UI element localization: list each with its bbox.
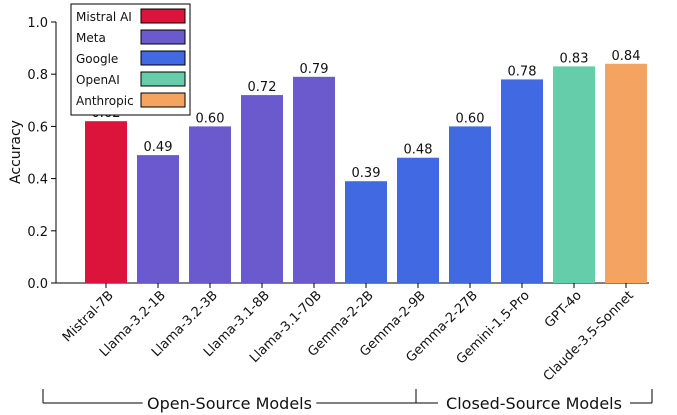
bar-value-label: 0.79 [300,62,329,77]
bar-value-label: 0.72 [248,80,277,95]
legend-label: OpenAI [76,73,120,87]
legend-label: Google [76,52,118,66]
bar-value-label: 0.48 [404,143,433,158]
legend-swatch [140,8,186,24]
group-label: Open-Source Models [147,394,312,413]
legend-label: Anthropic [76,94,134,108]
bar-claude-3-5-sonnet [605,63,647,284]
bar-mistral-7b [85,121,127,284]
legend-label: Mistral AI [76,10,132,24]
y-tick-label: 0.8 [27,68,48,83]
x-tick-label: Mistral-7B [60,288,117,345]
legend-label: Meta [76,31,106,45]
bar-value-label: 0.83 [560,51,589,66]
bar-gemini-1-5-pro [501,79,543,283]
bar-llama-3-1-8b [241,95,283,283]
bar-gpt-4o [553,66,595,284]
bar-llama-3-2-1b [137,155,179,283]
y-tick-label: 0.6 [27,120,48,135]
legend-swatch [140,29,186,45]
bar-value-label: 0.84 [612,49,641,64]
y-tick-label: 0.0 [27,277,48,292]
x-tick-label: Claude-3.5-Sonnet [541,288,637,384]
y-tick-label: 1.0 [27,16,48,31]
bar-gemma-2-2b [345,181,387,283]
plot-area: 0.00.20.40.60.81.00.62Mistral-7B0.49Llam… [27,3,653,413]
y-axis-label: Accuracy [8,120,24,184]
bar-value-label: 0.49 [144,140,173,155]
bar-value-label: 0.60 [196,111,225,126]
bar-gemma-2-9b [397,157,439,283]
group-label: Closed-Source Models [446,394,622,413]
bar-gemma-2-27b [449,126,491,284]
y-tick-label: 0.4 [27,173,48,188]
bar-value-label: 0.78 [508,64,537,79]
bar-llama-3-2-3b [189,126,231,284]
y-tick-label: 0.2 [27,225,48,240]
legend-swatch [140,50,186,66]
legend-swatch [140,92,186,108]
bar-value-label: 0.60 [456,111,485,126]
legend-swatch [140,71,186,87]
bar-llama-3-1-70b [293,76,335,283]
x-tick-label: GPT-4o [542,288,585,331]
bar-value-label: 0.39 [352,166,381,181]
